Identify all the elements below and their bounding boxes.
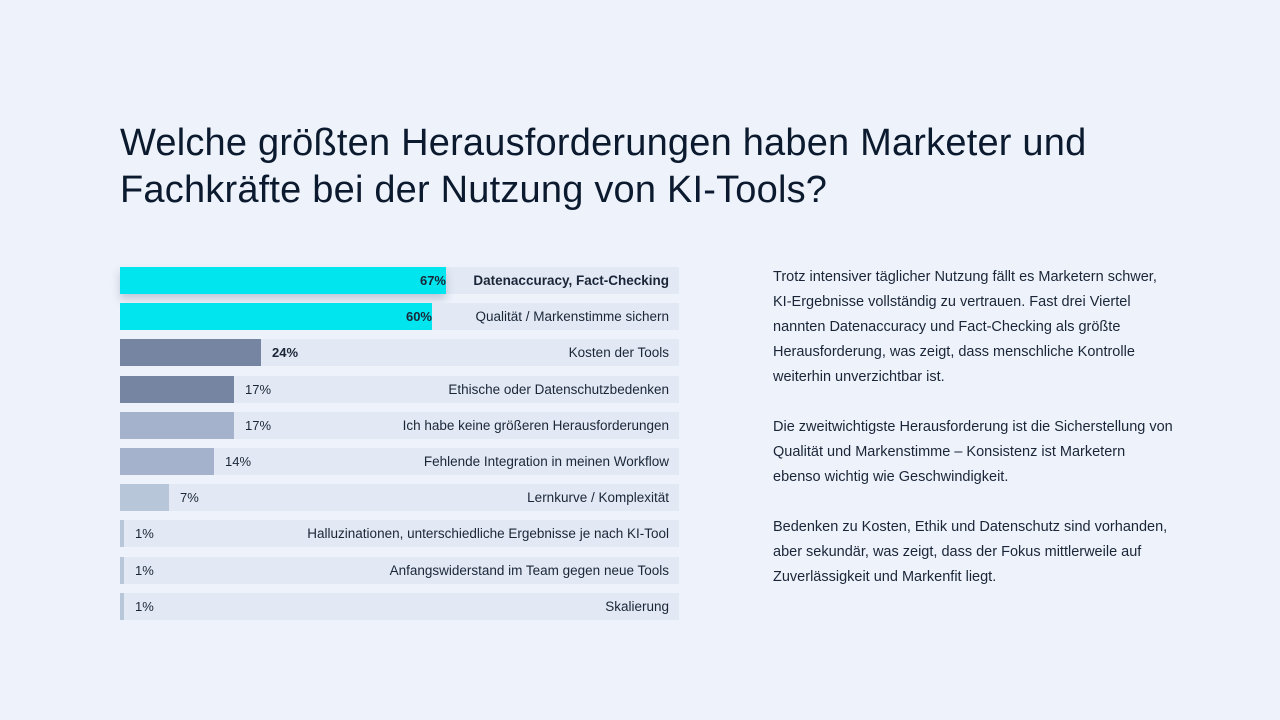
commentary: Trotz intensiver täglicher Nutzung fällt…	[773, 265, 1173, 615]
value-label: 17%	[245, 381, 272, 397]
bar-row: 1% Halluzinationen, unterschiedliche Erge…	[120, 520, 679, 548]
bar-row: 17% Ich habe keine größeren Herausforderu…	[120, 411, 679, 439]
bar-row: 14% Fehlende Integration in meinen Workfl…	[120, 447, 679, 475]
bar-row: 67% Datenaccuracy, Fact-Checking	[120, 267, 679, 294]
category-label: Skalierung	[605, 598, 669, 614]
bar-row: 7% Lernkurve / Komplexität	[120, 484, 679, 512]
paragraph: Trotz intensiver täglicher Nutzung fällt…	[773, 269, 1157, 385]
bar	[120, 303, 432, 331]
bar	[120, 411, 234, 439]
bar-row: 17% Ethische oder Datenschutzbedenken	[120, 375, 679, 403]
value-label: 1%	[135, 526, 154, 542]
bar	[120, 447, 214, 475]
bar-row: 60% Qualität / Markenstimme sichern	[120, 303, 679, 331]
bar-row: 1% Skalierung	[120, 592, 679, 620]
bar	[120, 556, 124, 584]
value-label: 7%	[180, 490, 199, 506]
category-label: Qualität / Markenstimme sichern	[475, 309, 669, 325]
paragraph: Die zweitwichtigste Herausforderung ist …	[773, 419, 1173, 485]
value-label: 17%	[245, 417, 272, 433]
value-label: 1%	[135, 598, 154, 614]
value-label: 24%	[272, 345, 299, 361]
bar	[120, 267, 446, 294]
category-label: Fehlende Integration in meinen Workflow	[423, 453, 669, 469]
category-label: Kosten der Tools	[568, 345, 669, 361]
category-label: Lernkurve / Komplexität	[527, 490, 669, 506]
bar-row: 1% Anfangswiderstand im Team gegen neue T…	[120, 556, 679, 584]
category-label: Anfangswiderstand im Team gegen neue Too…	[389, 562, 669, 578]
value-label: 14%	[225, 453, 252, 469]
paragraph: Bedenken zu Kosten, Ethik und Datenschut…	[773, 519, 1168, 585]
category-label: Ich habe keine größeren Herausforderunge…	[402, 417, 669, 433]
page-title: Welche größten Herausforderungen haben M…	[120, 122, 1087, 211]
bar	[120, 520, 124, 548]
bar	[120, 592, 124, 620]
value-label: 67%	[419, 273, 446, 288]
value-label: 60%	[405, 309, 432, 325]
bar-chart: 67% Datenaccuracy, Fact-Checking 60% Qualit…	[120, 267, 679, 629]
value-label: 1%	[135, 562, 154, 578]
category-label: Halluzinationen, unterschiedliche Ergebn…	[307, 526, 669, 542]
category-label: Datenaccuracy, Fact-Checking	[473, 273, 669, 288]
bar	[120, 484, 169, 512]
category-label: Ethische oder Datenschutzbedenken	[448, 381, 669, 397]
bar	[120, 375, 234, 403]
bar	[120, 339, 261, 367]
bar-row: 24% Kosten der Tools	[120, 339, 679, 367]
